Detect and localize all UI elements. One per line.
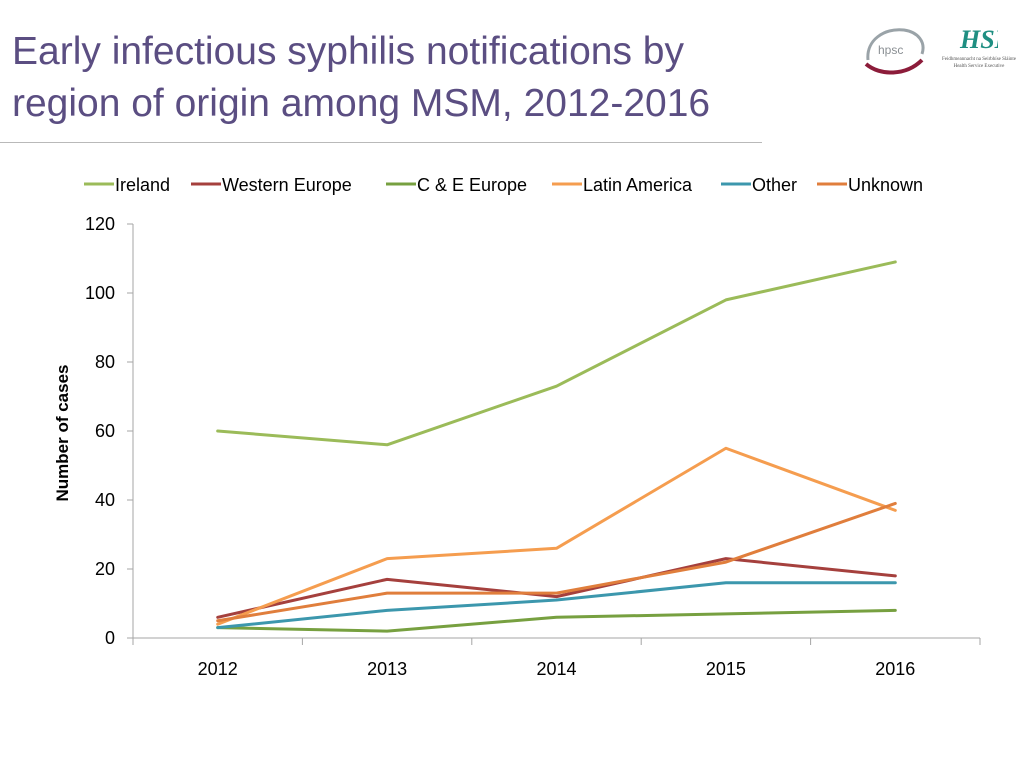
legend-label-c-e-europe: C & E Europe bbox=[417, 175, 527, 195]
y-tick-label: 40 bbox=[95, 490, 115, 510]
legend-label-latin-america: Latin America bbox=[583, 175, 693, 195]
hse-subtitle-line-1: Feidhmeannacht na Seirbhíse Sláinte bbox=[941, 57, 1016, 62]
hse-logo-text: HSE bbox=[959, 25, 998, 54]
x-tick-label: 2015 bbox=[706, 659, 746, 679]
legend-label-western-europe: Western Europe bbox=[222, 175, 352, 195]
hse-wordmark: HSE bbox=[959, 25, 998, 54]
slide-title: Early infectious syphilis notifications … bbox=[12, 26, 772, 130]
x-tick-label: 2014 bbox=[536, 659, 576, 679]
x-tick-label: 2016 bbox=[875, 659, 915, 679]
hpsc-logo: hpsc bbox=[864, 28, 925, 75]
hse-subtitle-line-2: Health Service Executive bbox=[953, 64, 1005, 69]
x-tick-label: 2013 bbox=[367, 659, 407, 679]
x-tick-label: 2012 bbox=[198, 659, 238, 679]
series-line-other bbox=[216, 581, 897, 630]
y-tick-label: 100 bbox=[85, 283, 115, 303]
slide-title-line-2: region of origin among MSM, 2012-2016 bbox=[12, 82, 711, 125]
y-tick-label: 120 bbox=[85, 214, 115, 234]
hpsc-logo-text: hpsc bbox=[878, 43, 903, 57]
title-divider bbox=[0, 142, 762, 143]
hse-logo: HSE Feidhmeannacht na Seirbhíse Sláinte … bbox=[940, 22, 1018, 76]
y-tick-label: 80 bbox=[95, 352, 115, 372]
y-tick-label: 0 bbox=[105, 628, 115, 648]
y-tick-label: 60 bbox=[95, 421, 115, 441]
legend-label-other: Other bbox=[752, 175, 797, 195]
series-line-unknown bbox=[216, 501, 897, 623]
y-axis-title: Number of cases bbox=[53, 365, 72, 502]
y-tick-label: 20 bbox=[95, 559, 115, 579]
slide-title-line-1: Early infectious syphilis notifications … bbox=[12, 30, 684, 73]
hse-logo-subtitle: Feidhmeannacht na Seirbhíse Sláinte Heal… bbox=[940, 56, 1018, 70]
series-line-ireland bbox=[216, 260, 897, 447]
series-line-western-europe bbox=[216, 557, 897, 619]
series-line-c-e-europe bbox=[216, 608, 897, 633]
legend-label-ireland: Ireland bbox=[115, 175, 170, 195]
legend-label-unknown: Unknown bbox=[848, 175, 923, 195]
series-line-latin-america bbox=[216, 446, 897, 626]
